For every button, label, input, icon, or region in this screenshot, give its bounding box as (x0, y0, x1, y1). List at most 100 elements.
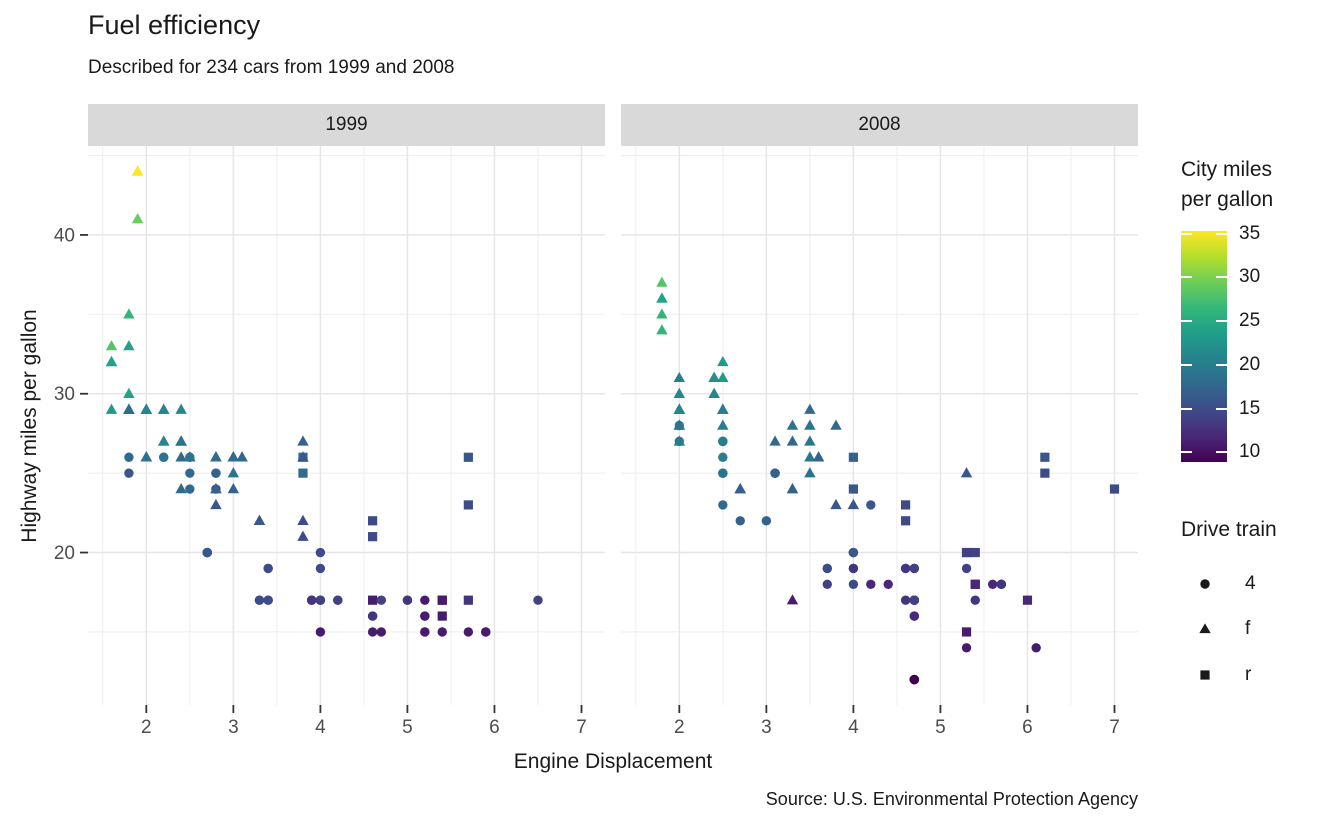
data-point (901, 516, 911, 526)
data-point (866, 579, 876, 590)
shape-legend-item-r: r (1194, 664, 1314, 686)
data-point (211, 468, 221, 478)
data-point (376, 595, 387, 605)
viridis-colorbar (1181, 231, 1227, 462)
data-point (761, 516, 772, 526)
data-point (124, 452, 134, 462)
x-tick-label: 5 (402, 717, 413, 738)
data-point (804, 435, 816, 446)
data-point (804, 467, 816, 478)
filled-circle-icon (1200, 579, 1210, 589)
data-point (368, 532, 378, 542)
data-point (717, 371, 729, 383)
shape-legend-item-4: 4 (1194, 573, 1314, 595)
x-tick-label: 4 (315, 717, 326, 738)
data-point (263, 595, 273, 605)
data-point (708, 371, 720, 383)
x-tick-label: 3 (228, 717, 239, 738)
data-point (804, 403, 816, 414)
colorbar-tick-label: 35 (1239, 222, 1261, 244)
data-point (909, 611, 920, 621)
data-point (175, 483, 187, 494)
data-point (830, 419, 842, 430)
data-point (368, 595, 378, 605)
data-point (786, 435, 799, 446)
x-tick-label: 6 (1022, 717, 1033, 738)
data-point (717, 419, 729, 430)
data-point (718, 500, 728, 510)
data-point (909, 595, 920, 605)
data-point (673, 419, 686, 430)
data-point (830, 498, 842, 510)
data-point (376, 627, 387, 637)
data-point (656, 308, 668, 319)
data-point (297, 451, 309, 462)
data-point (970, 547, 980, 558)
data-point (533, 595, 543, 605)
data-point (786, 594, 799, 605)
data-point (175, 435, 187, 446)
data-point (437, 595, 447, 605)
data-point (901, 500, 911, 510)
data-point (210, 483, 222, 494)
data-point (717, 403, 729, 414)
data-point (1040, 468, 1050, 478)
data-point (253, 514, 266, 525)
facet-strip-label: 2008 (858, 114, 901, 135)
colorbar-tick (1181, 276, 1192, 279)
data-point (254, 595, 265, 605)
data-point (673, 387, 686, 398)
shape-legend-label: f (1245, 618, 1251, 639)
data-point (402, 595, 413, 605)
data-point (367, 611, 378, 621)
data-point (812, 451, 825, 462)
data-point (131, 213, 144, 224)
points-2008 (656, 276, 1120, 685)
data-point (1109, 484, 1120, 494)
data-point (909, 674, 920, 685)
x-tick-label: 7 (576, 717, 587, 738)
data-point (140, 403, 153, 414)
data-point (786, 419, 799, 430)
data-point (306, 595, 317, 605)
data-point (708, 387, 720, 398)
data-point (333, 595, 343, 605)
data-point (970, 579, 980, 589)
filled-triangle-icon (1199, 623, 1211, 634)
data-point (769, 435, 781, 446)
y-axis-title: Highway miles per gallon (18, 309, 41, 543)
shape-legend-item-f: f (1194, 618, 1314, 640)
data-point (185, 468, 195, 478)
chart-subtitle: Described for 234 cars from 1999 and 200… (88, 57, 455, 78)
colorbar-tick (1181, 451, 1192, 454)
data-point (866, 500, 876, 510)
data-point (1040, 452, 1050, 462)
facet-strip-2008: 2008 (621, 104, 1138, 146)
data-point (900, 595, 911, 605)
y-tick-label: 30 (54, 384, 75, 405)
data-point (210, 498, 222, 510)
x-tick-label: 3 (761, 717, 772, 738)
data-point (236, 451, 248, 462)
data-point (673, 371, 686, 383)
x-tick-label: 2 (674, 717, 685, 738)
data-point (463, 452, 473, 462)
colorbar-tick (1216, 232, 1227, 235)
data-point (804, 451, 816, 462)
data-point (463, 627, 474, 637)
data-point (718, 468, 728, 478)
data-point (718, 452, 728, 462)
data-point (996, 579, 1007, 590)
filled-square-icon (1200, 670, 1210, 680)
data-point (463, 500, 473, 510)
data-point (900, 563, 911, 574)
data-point (315, 547, 326, 558)
colorbar-tick-label: 15 (1239, 397, 1261, 419)
data-point (105, 355, 118, 367)
colorbar-tick (1216, 407, 1227, 410)
data-point (822, 563, 832, 574)
colorbar-tick (1181, 407, 1192, 410)
data-point (297, 435, 309, 446)
